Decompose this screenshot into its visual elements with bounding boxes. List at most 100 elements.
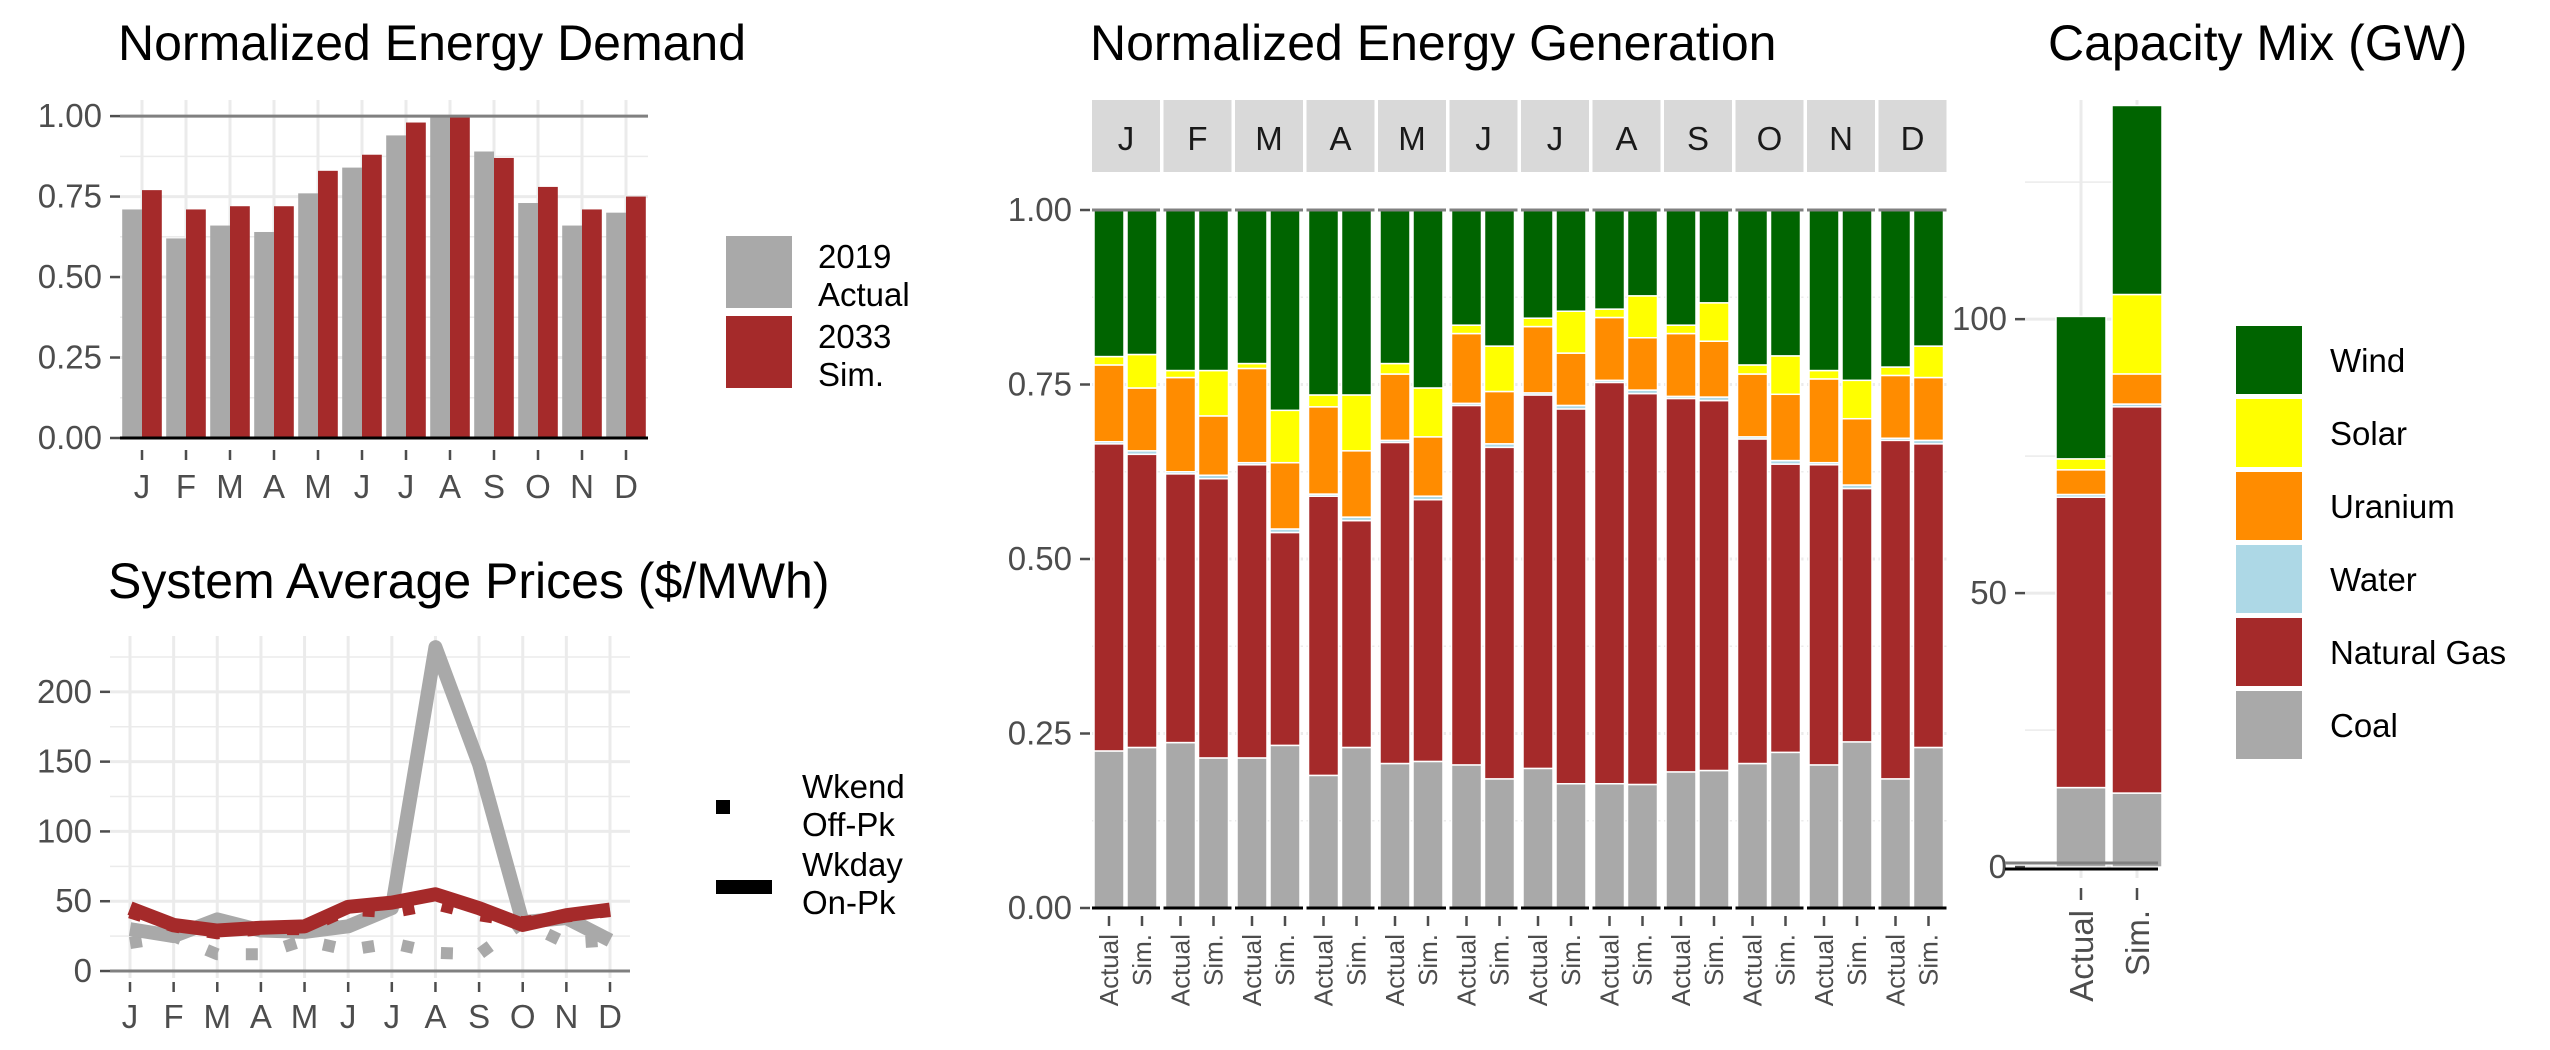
generation-bar-segment	[1841, 487, 1873, 743]
x-tick-label: M	[304, 468, 332, 505]
y-tick-label: 0	[74, 952, 92, 989]
generation-bar-segment	[1093, 750, 1125, 909]
generation-bar-segment	[1808, 209, 1840, 372]
legend-label: Water	[2330, 561, 2417, 598]
generation-bar-segment	[1450, 764, 1483, 909]
y-tick-label: 1.00	[38, 97, 102, 134]
demand-bar	[430, 116, 450, 438]
generation-bar-segment	[1126, 746, 1158, 909]
generation-bar-segment	[1626, 209, 1659, 297]
generation-bar-segment	[1626, 295, 1659, 339]
generation-bar-segment	[1093, 364, 1125, 443]
x-tick-label: J	[384, 998, 401, 1035]
x-tick-label: Actual	[1309, 934, 1339, 1006]
generation-bar-segment	[1593, 308, 1626, 319]
demand-bar	[274, 206, 294, 438]
facet-strip	[1664, 100, 1732, 172]
generation-bar-segment	[1593, 316, 1626, 382]
legend-label: Wkday	[802, 846, 903, 883]
capacity-bar-segment	[2055, 786, 2107, 868]
generation-bar-segment	[1808, 764, 1840, 909]
generation-bar-segment	[1522, 317, 1554, 328]
generation-bar-segment	[1269, 531, 1301, 747]
generation-bar-segment	[1593, 381, 1626, 785]
y-tick-label: 0	[1989, 848, 2007, 885]
fuel-legend: Wind Solar Uranium Water Natural Gas Coal	[2236, 326, 2506, 759]
generation-bar-segment	[1269, 209, 1301, 412]
generation-bar-segment	[1522, 209, 1554, 319]
generation-bar-segment	[1093, 443, 1125, 752]
legend-key	[2236, 326, 2302, 394]
x-tick-label: Sim.	[1842, 934, 1872, 986]
generation-bar-segment	[1769, 355, 1802, 396]
generation-bar-segment	[1841, 209, 1873, 382]
x-tick-label: J	[122, 998, 139, 1035]
demand-bar	[166, 238, 186, 438]
capacity-bar-segment	[2111, 104, 2163, 296]
generation-bar-segment	[1736, 762, 1769, 909]
generation-bar-segment	[1555, 352, 1587, 407]
x-tick-label: S	[468, 998, 490, 1035]
legend-key-solid	[716, 880, 772, 894]
x-tick-label: Sim.	[1413, 934, 1443, 986]
generation-bar-segment	[1307, 495, 1340, 777]
demand-bar	[474, 151, 494, 438]
generation-bar-segment	[1522, 767, 1554, 909]
generation-bar-segment	[1912, 376, 1945, 442]
generation-bar-segment	[1379, 373, 1411, 442]
demand-bar	[562, 225, 582, 438]
demand-title: Normalized Energy Demand	[118, 15, 746, 71]
generation-bar-segment	[1236, 464, 1268, 759]
generation-bar-segment	[1698, 302, 1730, 342]
facet-strip	[1235, 100, 1303, 172]
demand-bar	[298, 193, 318, 438]
y-tick-label: 0.25	[38, 339, 102, 376]
y-tick-label: 0.50	[1008, 540, 1072, 577]
generation-bar-segment	[1555, 209, 1587, 312]
demand-bar	[122, 209, 142, 438]
facet-label: M	[1398, 120, 1426, 157]
generation-bar-segment	[1340, 746, 1373, 909]
legend-label: 2019	[818, 238, 891, 275]
facet-label: A	[1615, 120, 1637, 157]
generation-bar-segment	[1912, 746, 1945, 909]
x-tick-label: Actual	[1094, 934, 1124, 1006]
demand-bar	[450, 116, 470, 438]
y-tick-label: 200	[37, 673, 92, 710]
generation-bar-segment	[1379, 362, 1411, 375]
legend-key	[2236, 618, 2302, 686]
legend-label: Uranium	[2330, 488, 2455, 525]
y-tick-label: 1.00	[1008, 191, 1072, 228]
x-tick-label: M	[216, 468, 244, 505]
legend-key	[2236, 472, 2302, 540]
y-tick-label: 0.75	[38, 178, 102, 215]
x-tick-label: N	[554, 998, 578, 1035]
capacity-bar-segment	[2055, 458, 2107, 471]
price-line-offpeak	[129, 916, 611, 961]
facet-label: S	[1687, 120, 1709, 157]
y-tick-label: 150	[37, 743, 92, 780]
demand-bar	[254, 231, 274, 438]
x-tick-label: Sim.	[2119, 910, 2156, 976]
demand-bar	[362, 154, 382, 438]
capacity-title: Capacity Mix (GW)	[2048, 15, 2467, 71]
generation-bar-segment	[1340, 209, 1373, 396]
x-tick-label: Actual	[2063, 910, 2100, 1002]
x-tick-label: J	[134, 468, 151, 505]
facet-label: J	[1547, 120, 1564, 157]
generation-bar-segment	[1769, 751, 1802, 909]
demand-bar	[494, 157, 514, 438]
generation-bar-segment	[1912, 209, 1945, 347]
legend-label: Wind	[2330, 342, 2405, 379]
generation-bar-segment	[1698, 769, 1730, 909]
facet-label: J	[1118, 120, 1135, 157]
generation-bar-segment	[1236, 209, 1268, 365]
legend-label: Natural Gas	[2330, 634, 2506, 671]
generation-bar-segment	[1093, 355, 1125, 366]
generation-bar-segment	[1698, 340, 1730, 398]
generation-bar-segment	[1236, 367, 1268, 464]
generation-bar-segment	[1593, 783, 1626, 909]
